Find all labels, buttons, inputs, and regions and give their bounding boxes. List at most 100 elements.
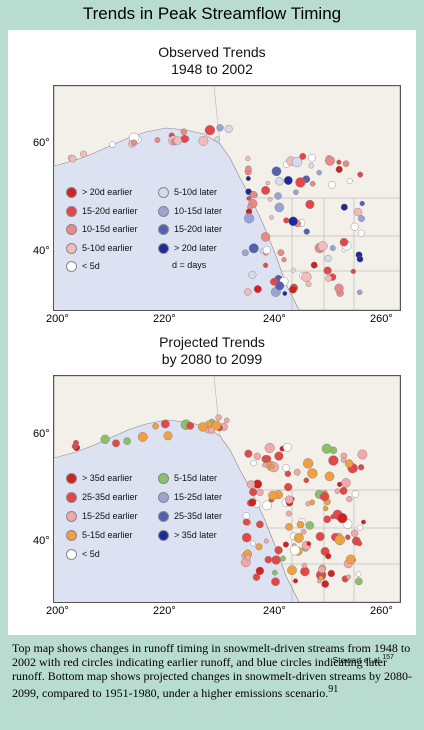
credit-text: Stewart et al.: [332, 654, 383, 665]
legend-label: 15-25d later: [174, 492, 223, 502]
page-title: Trends in Peak Streamflow Timing: [82, 4, 342, 23]
station-marker: [356, 255, 364, 263]
station-marker: [152, 422, 159, 430]
legend-label: 5-10d later: [174, 187, 218, 197]
station-marker: [271, 166, 282, 177]
station-marker: [322, 505, 329, 512]
station-marker: [123, 437, 131, 445]
map-1-lon-220: 220°: [153, 313, 176, 325]
station-marker: [306, 541, 312, 546]
station-marker: [334, 283, 344, 293]
legend-label: 5-15d earlier: [82, 530, 133, 540]
legend-swatch: [66, 530, 77, 542]
station-marker: [346, 495, 353, 503]
station-marker: [288, 216, 298, 227]
station-marker: [351, 490, 360, 498]
station-marker: [274, 192, 282, 200]
legend-item: 5-10d later: [158, 186, 218, 199]
legend-item: 10-15d later: [158, 205, 222, 217]
station-marker: [289, 285, 297, 294]
station-marker: [340, 457, 347, 463]
station-marker: [318, 575, 324, 581]
station-marker: [241, 249, 249, 257]
station-marker: [245, 155, 251, 162]
station-marker: [250, 540, 256, 547]
legend-label: 15-25d earlier: [82, 511, 138, 521]
station-marker: [137, 432, 148, 442]
map-2-lon-220: 220°: [153, 605, 176, 617]
station-marker: [280, 555, 286, 562]
station-marker: [264, 555, 273, 564]
legend-label: 10-15d later: [174, 205, 223, 216]
station-marker: [244, 288, 252, 296]
station-marker: [350, 222, 359, 231]
caption-text: Top map shows changes in runoff timing i…: [12, 641, 413, 700]
legend-label: > 35d later: [174, 530, 217, 540]
station-marker: [321, 443, 332, 454]
legend-label: 5-15d later: [174, 473, 218, 483]
station-marker: [130, 139, 138, 146]
station-marker: [303, 228, 310, 235]
legend-label: > 35d earlier: [82, 473, 133, 483]
station-marker: [244, 213, 255, 224]
station-marker: [263, 262, 269, 268]
station-marker: [281, 257, 287, 263]
station-marker: [310, 261, 318, 269]
station-marker: [245, 554, 251, 561]
legend-label: < 5d: [82, 549, 100, 559]
legend-label: 10-15d earlier: [82, 224, 138, 234]
station-marker: [267, 197, 273, 202]
station-marker: [69, 154, 77, 163]
station-marker: [73, 439, 79, 446]
legend-label: < 5d: [82, 261, 100, 271]
station-marker: [186, 421, 195, 430]
legend-swatch: [158, 511, 169, 523]
legend-item: 5-10d earlier: [66, 242, 133, 254]
legend-label: 15-20d later: [174, 224, 223, 234]
legend-item: > 35d later: [158, 529, 217, 542]
station-marker: [163, 431, 173, 441]
station-marker: [241, 532, 252, 543]
station-marker: [263, 538, 269, 544]
station-marker: [109, 141, 116, 148]
station-marker: [248, 243, 259, 254]
station-marker: [246, 196, 251, 201]
legend-item: > 35d earlier: [66, 472, 133, 485]
station-marker: [244, 449, 253, 458]
station-marker: [340, 203, 348, 211]
station-marker: [284, 495, 294, 504]
legend-label: 15-20d earlier: [82, 205, 138, 216]
legend-label: > 20d earlier: [82, 187, 133, 197]
station-marker: [250, 459, 257, 467]
legend-label: > 20d later: [174, 242, 217, 253]
station-marker: [253, 285, 262, 294]
station-marker: [305, 199, 315, 209]
station-marker: [317, 241, 328, 252]
station-marker: [269, 464, 275, 470]
map-1-svg: [54, 86, 400, 310]
caption: Top map shows changes in runoff timing i…: [12, 641, 414, 700]
station-marker: [270, 277, 278, 286]
map-2-lon-260: 260°: [370, 605, 393, 617]
legend-item: > 20d earlier: [66, 186, 133, 199]
station-marker: [283, 217, 290, 224]
station-marker: [180, 134, 189, 143]
map-1-frame: > 20d earlier 15-20d earlier 10-15d earlie…: [53, 85, 401, 311]
station-marker: [173, 136, 182, 145]
station-marker: [262, 246, 271, 255]
station-marker: [262, 500, 272, 511]
station-marker: [246, 480, 256, 489]
legend-swatch: [66, 187, 77, 199]
station-marker: [80, 150, 88, 158]
station-marker: [344, 459, 354, 468]
station-marker: [264, 442, 275, 453]
legend-item: 5-15d later: [158, 472, 218, 485]
station-marker: [316, 169, 322, 176]
map-1-stations: [67, 124, 365, 297]
map-1-lat-60: 60°: [33, 137, 50, 149]
station-marker: [328, 455, 339, 466]
map-1-lat-40: 40°: [33, 245, 50, 257]
station-marker: [293, 468, 301, 476]
station-marker: [283, 176, 293, 185]
station-marker: [292, 578, 298, 584]
